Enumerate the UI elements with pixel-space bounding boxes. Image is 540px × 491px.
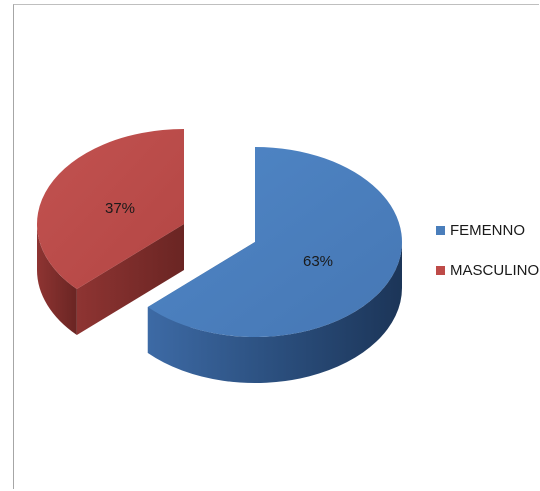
masculino-slice-wall	[37, 224, 77, 336]
masculino-data-label: 37%	[105, 200, 135, 217]
masculino-slice-cut-face	[76, 224, 184, 336]
femenno-slice	[147, 147, 402, 337]
legend-label-femenno: FEMENNO	[450, 222, 525, 239]
legend-swatch-masculino	[436, 266, 445, 275]
legend-label-masculino: MASCULINO	[450, 262, 539, 279]
legend: FEMENNO MASCULINO	[436, 222, 539, 279]
legend-swatch-femenno	[436, 226, 445, 235]
masculino-slice	[36, 129, 184, 290]
femenno-data-label: 63%	[303, 253, 333, 270]
femenno-slice-wall	[147, 242, 402, 383]
